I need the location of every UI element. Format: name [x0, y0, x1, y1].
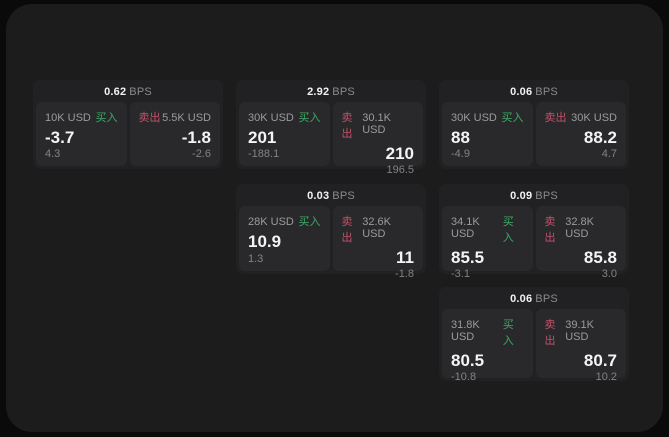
sell-delta: -1.8 [395, 268, 414, 280]
sell-label: 卖出 [544, 112, 567, 124]
buy-label: 买入 [501, 112, 524, 124]
sell-tile[interactable]: 卖出 32.8K USD 85.8 3.0 [535, 206, 626, 280]
sell-size: 30K USD [571, 112, 617, 124]
quote-card: 2.92 BPS 30K USD 买入 201 -188.1 卖出 30.1K U… [236, 80, 426, 176]
buy-price: 10.9 [248, 232, 282, 251]
bps-value: 0.03 [307, 190, 330, 202]
sell-label: 卖出 [341, 112, 353, 140]
buy-size: 30K USD [248, 112, 294, 124]
buy-tile[interactable]: 34.1K USD 买入 85.5 -3.1 [442, 206, 533, 280]
buy-label: 买入 [502, 216, 514, 244]
buy-price: 80.5 [451, 351, 485, 370]
buy-tile[interactable]: 30K USD 买入 201 -188.1 [239, 102, 330, 166]
bps-header: 0.62 BPS [36, 83, 220, 102]
sell-label: 卖出 [544, 319, 556, 347]
sell-size: 32.6K USD [362, 216, 391, 240]
sell-tile[interactable]: 卖出 30K USD 88.2 4.7 [535, 102, 626, 166]
sell-price: 210 [385, 144, 414, 163]
buy-delta: -10.8 [451, 371, 477, 383]
sell-size: 5.5K USD [162, 112, 211, 124]
buy-size: 34.1K USD [451, 216, 480, 240]
bps-suffix-label: BPS [535, 86, 558, 98]
bps-suffix-label: BPS [332, 190, 355, 202]
sell-label: 卖出 [341, 216, 353, 244]
sell-price: 85.8 [583, 248, 617, 267]
bps-header: 0.06 BPS [442, 290, 626, 309]
quote-card: 0.62 BPS 10K USD 买入 -3.7 4.3 卖出 5.5K USD … [33, 80, 223, 169]
quote-card: 0.09 BPS 34.1K USD 买入 85.5 -3.1 卖出 32.8K … [439, 184, 629, 280]
buy-tile[interactable]: 31.8K USD 买入 80.5 -10.8 [442, 309, 533, 383]
bps-value: 0.06 [510, 293, 533, 305]
sell-size: 39.1K USD [565, 319, 594, 343]
sell-size: 30.1K USD [362, 112, 391, 136]
bps-value: 0.09 [510, 190, 533, 202]
sell-tile[interactable]: 卖出 30.1K USD 210 196.5 [332, 102, 423, 176]
sell-price: -1.8 [181, 128, 211, 147]
buy-size: 28K USD [248, 216, 294, 228]
buy-tile[interactable]: 28K USD 买入 10.9 1.3 [239, 206, 330, 271]
bps-header: 0.03 BPS [239, 187, 423, 206]
sell-price: 11 [396, 248, 414, 267]
buy-delta: 1.3 [248, 253, 264, 265]
sell-tile[interactable]: 卖出 5.5K USD -1.8 -2.6 [129, 102, 220, 166]
buy-size: 10K USD [45, 112, 91, 124]
sell-label: 卖出 [544, 216, 556, 244]
sell-tile[interactable]: 卖出 39.1K USD 80.7 10.2 [535, 309, 626, 383]
sell-delta: 4.7 [601, 148, 617, 160]
sell-delta: 196.5 [386, 164, 414, 176]
sell-price: 80.7 [583, 351, 617, 370]
bps-suffix-label: BPS [535, 293, 558, 305]
bps-suffix-label: BPS [332, 86, 355, 98]
buy-price: 201 [248, 128, 277, 147]
buy-label: 买入 [95, 112, 118, 124]
buy-delta: -4.9 [451, 148, 470, 160]
sell-label: 卖出 [138, 112, 161, 124]
buy-label: 买入 [298, 112, 321, 124]
bps-value: 2.92 [307, 86, 330, 98]
bps-suffix-label: BPS [535, 190, 558, 202]
buy-label: 买入 [298, 216, 321, 228]
buy-tile[interactable]: 30K USD 买入 88 -4.9 [442, 102, 533, 166]
quote-card: 0.06 BPS 30K USD 买入 88 -4.9 卖出 30K USD 88… [439, 80, 629, 169]
buy-price: 88 [451, 128, 470, 147]
bps-value: 0.06 [510, 86, 533, 98]
buy-size: 30K USD [451, 112, 497, 124]
buy-size: 31.8K USD [451, 319, 480, 343]
buy-delta: -188.1 [248, 148, 280, 160]
bps-header: 2.92 BPS [239, 83, 423, 102]
sell-delta: 10.2 [595, 371, 617, 383]
sell-delta: 3.0 [601, 268, 617, 280]
bps-suffix-label: BPS [129, 86, 152, 98]
quote-card: 0.06 BPS 31.8K USD 买入 80.5 -10.8 卖出 39.1K… [439, 287, 629, 383]
bps-header: 0.09 BPS [442, 187, 626, 206]
sell-size: 32.8K USD [565, 216, 594, 240]
buy-price: -3.7 [45, 128, 75, 147]
bps-value: 0.62 [104, 86, 127, 98]
sell-delta: -2.6 [192, 148, 211, 160]
bps-header: 0.06 BPS [442, 83, 626, 102]
buy-delta: 4.3 [45, 148, 61, 160]
buy-delta: -3.1 [451, 268, 470, 280]
sell-price: 88.2 [583, 128, 617, 147]
buy-price: 85.5 [451, 248, 485, 267]
quote-card: 0.03 BPS 28K USD 买入 10.9 1.3 卖出 32.6K USD… [236, 184, 426, 280]
sell-tile[interactable]: 卖出 32.6K USD 11 -1.8 [332, 206, 423, 280]
buy-tile[interactable]: 10K USD 买入 -3.7 4.3 [36, 102, 127, 166]
buy-label: 买入 [502, 319, 514, 347]
